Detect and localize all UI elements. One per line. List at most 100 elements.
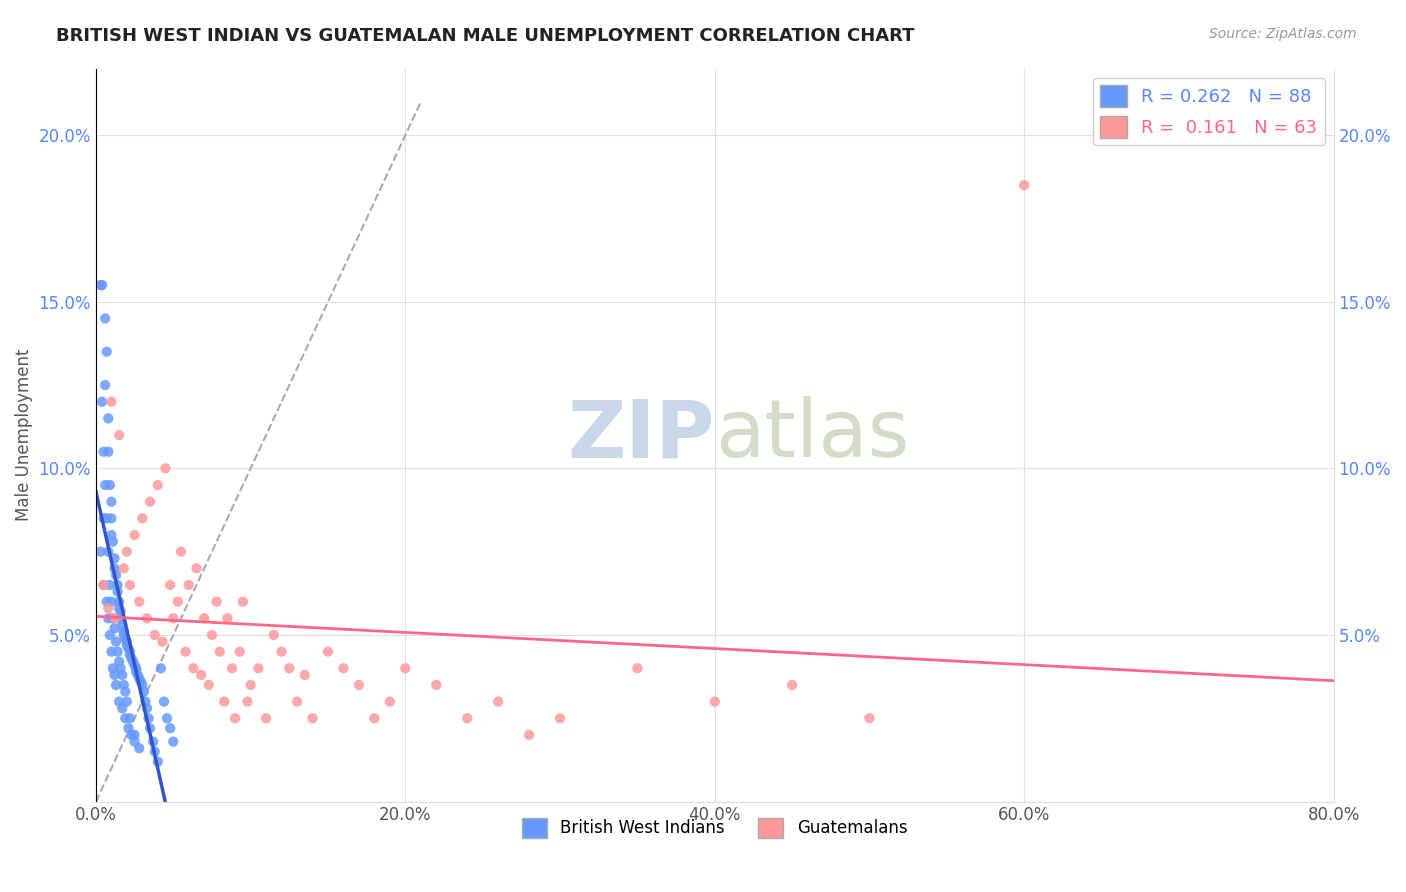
Point (101, 534, 124, 549)
Point (155, 461, 177, 475)
Point (100, 645, 122, 659)
Point (703, 695, 725, 709)
Point (159, 578, 181, 592)
Point (115, 695, 138, 709)
Point (117, 641, 139, 656)
Point (98, 578, 121, 592)
Point (93, 511, 115, 525)
Point (167, 594, 190, 608)
Point (129, 674, 152, 689)
Point (97, 411, 120, 425)
Point (301, 711, 323, 725)
Point (103, 621, 125, 635)
Point (143, 628, 166, 642)
Point (146, 755, 169, 769)
Point (149, 661, 172, 675)
Point (183, 661, 205, 675)
Point (118, 648, 141, 662)
Point (174, 645, 197, 659)
Point (363, 711, 385, 725)
Point (115, 638, 138, 652)
Point (96, 594, 118, 608)
Point (136, 611, 159, 625)
Point (347, 678, 370, 692)
Point (100, 528, 122, 542)
Point (136, 701, 159, 715)
Point (294, 668, 316, 682)
Point (146, 478, 169, 492)
Point (456, 711, 478, 725)
Point (190, 668, 212, 682)
Point (122, 655, 145, 669)
Point (100, 394, 122, 409)
Point (93, 444, 115, 458)
Point (97, 601, 120, 615)
Point (115, 544, 138, 558)
Point (239, 678, 262, 692)
Point (98, 628, 121, 642)
Point (128, 594, 150, 608)
Point (193, 611, 215, 625)
Point (103, 561, 125, 575)
Point (96, 511, 118, 525)
Y-axis label: Male Unemployment: Male Unemployment (15, 349, 32, 521)
Point (112, 678, 135, 692)
Point (159, 721, 181, 735)
Point (125, 665, 148, 679)
Point (128, 741, 150, 756)
Point (224, 711, 246, 725)
Point (517, 728, 540, 742)
Point (214, 695, 236, 709)
Point (110, 611, 132, 625)
Point (105, 634, 128, 648)
Point (548, 711, 571, 725)
Point (128, 671, 150, 685)
Point (107, 578, 129, 592)
Point (98, 478, 121, 492)
Point (114, 684, 136, 698)
Point (93, 578, 115, 592)
Point (131, 678, 153, 692)
Point (626, 661, 648, 675)
Point (118, 578, 141, 592)
Point (108, 594, 131, 608)
Point (236, 695, 259, 709)
Point (97, 611, 120, 625)
Text: Source: ZipAtlas.com: Source: ZipAtlas.com (1209, 27, 1357, 41)
Point (162, 611, 184, 625)
Point (93, 578, 115, 592)
Point (111, 701, 134, 715)
Point (110, 661, 132, 675)
Point (91, 394, 114, 409)
Point (100, 594, 122, 608)
Point (105, 568, 128, 582)
Point (229, 645, 252, 659)
Point (285, 695, 308, 709)
Point (131, 511, 153, 525)
Point (142, 734, 165, 748)
Point (316, 645, 339, 659)
Point (111, 618, 134, 632)
Point (124, 528, 146, 542)
Point (121, 651, 143, 665)
Point (114, 632, 136, 646)
Point (425, 678, 447, 692)
Point (90, 544, 112, 558)
Point (201, 628, 224, 642)
Point (205, 594, 228, 608)
Point (118, 711, 141, 725)
Point (156, 711, 179, 725)
Point (780, 678, 803, 692)
Point (208, 645, 231, 659)
Point (94, 311, 117, 326)
Point (112, 561, 135, 575)
Point (162, 734, 184, 748)
Point (263, 628, 285, 642)
Point (143, 745, 166, 759)
Point (108, 695, 131, 709)
Point (270, 645, 292, 659)
Point (124, 728, 146, 742)
Point (97, 544, 120, 558)
Point (153, 695, 176, 709)
Point (105, 678, 128, 692)
